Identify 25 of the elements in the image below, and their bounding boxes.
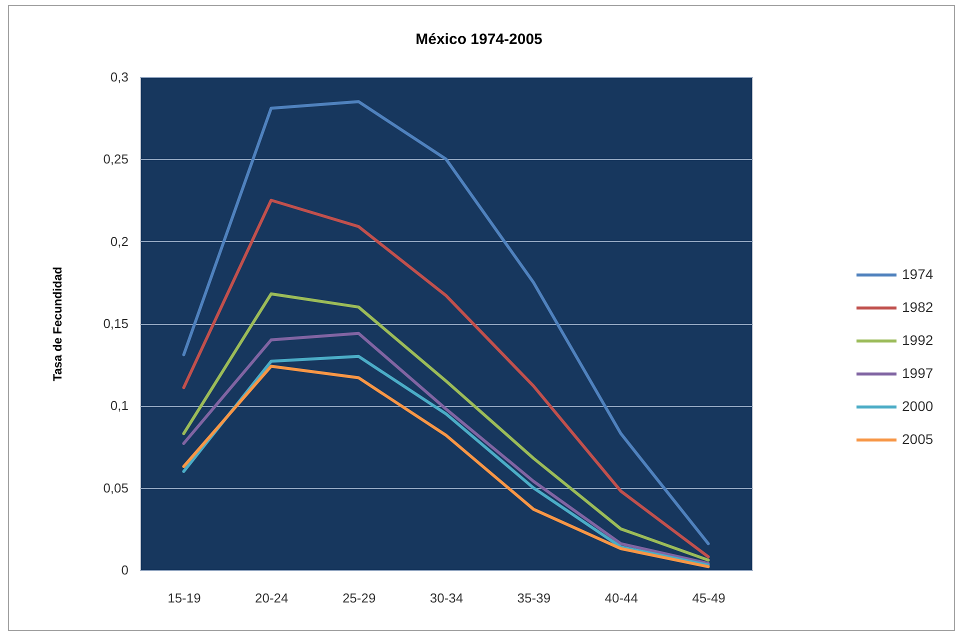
line-series bbox=[182, 292, 710, 562]
x-tick-label: 45-49 bbox=[692, 590, 726, 606]
x-tick-label: 20-24 bbox=[255, 590, 288, 606]
x-tick-label: 40-44 bbox=[604, 590, 638, 606]
y-tick-label: 0,1 bbox=[110, 398, 128, 414]
legend-label: 1992 bbox=[902, 332, 934, 348]
y-axis-title: Tasa de Fecundidad bbox=[50, 266, 64, 382]
y-tick-label: 0,2 bbox=[110, 234, 128, 249]
y-tick-label: 0 bbox=[121, 562, 128, 578]
x-tick-label: 25-29 bbox=[342, 590, 376, 606]
line-series bbox=[182, 198, 710, 558]
legend-label: 1974 bbox=[902, 266, 934, 282]
line-series bbox=[182, 100, 710, 546]
legend-label: 1982 bbox=[902, 299, 934, 315]
legend-label: 2000 bbox=[902, 398, 934, 414]
x-tick-label: 35-39 bbox=[517, 590, 551, 606]
y-tick-label: 0,15 bbox=[103, 316, 128, 331]
x-tick-label: 30-34 bbox=[430, 590, 464, 606]
legend-label: 2005 bbox=[902, 431, 934, 447]
chart-title: México 1974-2005 bbox=[416, 31, 542, 48]
x-tick-label: 15-19 bbox=[168, 590, 201, 606]
legend-label: 1997 bbox=[902, 365, 934, 381]
y-tick-label: 0,25 bbox=[103, 152, 128, 167]
y-tick-label: 0,05 bbox=[103, 480, 128, 496]
y-tick-label: 0,3 bbox=[110, 70, 128, 84]
